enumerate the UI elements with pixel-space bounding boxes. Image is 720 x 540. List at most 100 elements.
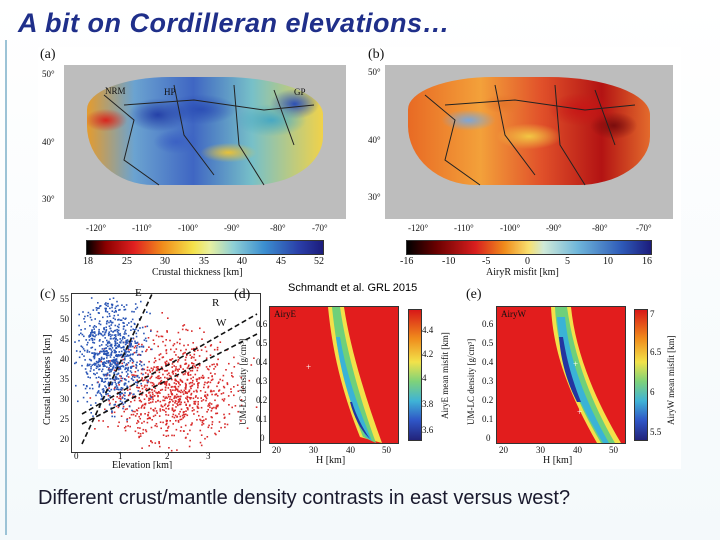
- panel-d-colorbar-tick: 4.2: [422, 349, 434, 359]
- panel-d-colorbar-label: AiryE mean misfit [km]: [440, 332, 450, 419]
- panel-d-xtick: 50: [382, 445, 391, 455]
- panel-c-ytick: 40: [60, 354, 69, 364]
- panel-c-xtick: 2: [165, 451, 170, 461]
- panel-d-ytick: 0: [260, 433, 265, 443]
- citation: Schmandt et al. GRL 2015: [288, 282, 418, 294]
- panel-e-heatmap: AiryW + +: [496, 306, 626, 444]
- panel-e-colorbar-tick: 6: [650, 387, 655, 397]
- panel-c-ylabel: Crustal thickness [km]: [42, 334, 53, 425]
- panel-e-colorbar-tick: 6.5: [650, 347, 662, 357]
- panel-b-map: [385, 65, 673, 219]
- panel-a-lat-tick: 30°: [42, 194, 55, 204]
- panel-e-ytick: 0.3: [482, 376, 494, 386]
- panel-b-boundaries: [424, 84, 636, 186]
- panel-a-boundaries: [103, 84, 315, 186]
- panel-b-colorbar-tick: 5: [565, 256, 570, 267]
- panel-d-colorbar-tick: 3.6: [422, 425, 434, 435]
- panel-e-colorbar: [634, 309, 648, 441]
- panel-e-ytick: 0.2: [482, 395, 494, 405]
- panel-d-ytick: 0.4: [256, 357, 268, 367]
- panel-a-colorbar-tick: 35: [199, 256, 209, 267]
- panel-e-xtick: 50: [609, 445, 618, 455]
- panel-b-lat-tick: 40°: [368, 135, 381, 145]
- panel-a-region-label: HP: [164, 87, 176, 97]
- panel-b-colorbar-tick: 0: [525, 256, 530, 267]
- panel-d-xlabel: H [km]: [316, 455, 346, 466]
- panel-a-colorbar-tick: 18: [83, 256, 93, 267]
- panel-e-colorbar-tick: 7: [650, 309, 655, 319]
- panel-b-lon-tick: -120°: [408, 223, 429, 233]
- panel-b-colorbar: [406, 240, 652, 255]
- panel-e-marker: +: [577, 407, 583, 417]
- panel-d-xtick: 40: [346, 445, 355, 455]
- panel-b-lon-tick: -110°: [454, 223, 474, 233]
- panel-c-ytick: 50: [60, 314, 69, 324]
- panel-b-lon-tick: -100°: [500, 223, 521, 233]
- panel-c-xtick: 1: [118, 451, 123, 461]
- panel-e-xtick: 30: [536, 445, 545, 455]
- panel-d-ytick: 0.1: [256, 414, 268, 424]
- panel-c-label: (c): [40, 287, 56, 302]
- panel-b-colorbar-tick: -16: [400, 256, 414, 267]
- panel-c-ytick: 55: [60, 294, 69, 304]
- panel-d-xtick: 30: [309, 445, 318, 455]
- panel-b-lon-tick: -90°: [546, 223, 562, 233]
- panel-e-colorbar-tick: 5.5: [650, 427, 662, 437]
- panel-e-ytick: 0.1: [482, 414, 494, 424]
- slide-caption: Different crust/mantle density contrasts…: [38, 487, 571, 509]
- panel-a-lon-tick: -90°: [224, 223, 240, 233]
- panel-a-lon-tick: -100°: [178, 223, 199, 233]
- panel-a-colorbar-tick: 52: [314, 256, 324, 267]
- panel-d-ytick: 0.3: [256, 376, 268, 386]
- panel-c-ytick: 30: [60, 394, 69, 404]
- panel-a-lon-tick: -70°: [312, 223, 328, 233]
- panel-b-colorbar-tick: 16: [642, 256, 652, 267]
- panel-b-colorbar-tick: 10: [603, 256, 613, 267]
- panel-c-xtick: 0: [74, 451, 79, 461]
- figure: (a) NRM HP GP 50° 40° 30° -120° -110° -1…: [38, 47, 681, 469]
- panel-e-xtick: 40: [573, 445, 582, 455]
- panel-a-colorbar-tick: 30: [160, 256, 170, 267]
- panel-a-region-label: NRM: [105, 86, 126, 96]
- panel-d-ytick: 0.5: [256, 338, 268, 348]
- panel-b-colorbar-tick: -5: [482, 256, 491, 267]
- panel-e-ytick: 0: [486, 433, 491, 443]
- panel-e-inset-label: AiryW: [501, 309, 526, 319]
- panel-e-xtick: 20: [499, 445, 508, 455]
- panel-e-ytick: 0.4: [482, 357, 494, 367]
- panel-c-line-label-r: R: [212, 297, 220, 309]
- panel-d-label: (d): [234, 287, 251, 302]
- panel-d-heatmap: AiryE +: [269, 306, 399, 444]
- panel-d-colorbar: [408, 309, 422, 441]
- panel-a-colorbar-tick: 45: [276, 256, 286, 267]
- panel-a-lat-tick: 50°: [42, 69, 55, 79]
- panel-a-lon-tick: -80°: [270, 223, 286, 233]
- panel-c-ytick: 45: [60, 334, 69, 344]
- panel-a-colorbar-tick: 40: [237, 256, 247, 267]
- panel-e-label: (e): [466, 287, 482, 302]
- panel-e-xlabel: H [km]: [543, 455, 573, 466]
- panel-a-colorbar-tick: 25: [122, 256, 132, 267]
- panel-c-line-r: [81, 313, 258, 415]
- panel-e-ytick: 0.5: [482, 338, 494, 348]
- panel-d-ytick: 0.6: [256, 319, 268, 329]
- panel-c-ytick: 20: [60, 434, 69, 444]
- panel-e-ylabel: UM-LC density [g/cm³]: [466, 338, 476, 425]
- panel-b-lon-tick: -80°: [592, 223, 608, 233]
- panel-e-misfit-trough: [551, 307, 621, 443]
- panel-e-colorbar-label: AiryW mean misfit [km]: [666, 335, 676, 425]
- panel-b-lat-tick: 30°: [368, 192, 381, 202]
- panel-d-colorbar-tick: 3.8: [422, 399, 434, 409]
- panel-d-misfit-trough: [328, 307, 382, 443]
- panel-b-colorbar-tick: -10: [442, 256, 456, 267]
- panel-c-line-label-e: E: [135, 287, 142, 299]
- panel-a-label: (a): [40, 47, 56, 62]
- panel-c-line-e: [81, 294, 153, 445]
- panel-c-line-label-w: W: [216, 317, 227, 329]
- panel-d-xtick: 20: [272, 445, 281, 455]
- slide-title: A bit on Cordilleran elevations…: [18, 8, 451, 38]
- panel-a-lon-tick: -110°: [132, 223, 152, 233]
- panel-d-colorbar-tick: 4.4: [422, 325, 434, 335]
- panel-d-inset-label: AiryE: [274, 309, 296, 319]
- panel-d-colorbar-tick: 4: [422, 373, 427, 383]
